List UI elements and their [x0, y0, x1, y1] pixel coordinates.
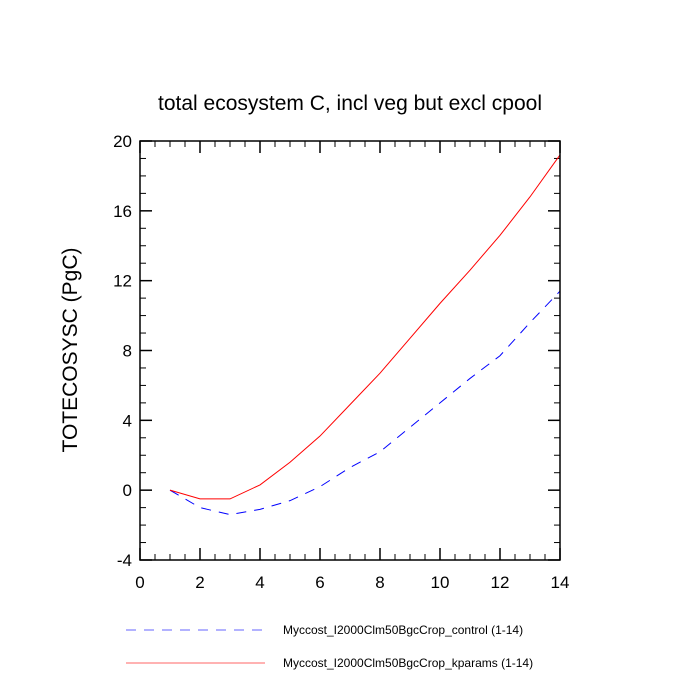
x-tick-label: 8	[375, 573, 384, 592]
series-line-kparams	[169, 154, 561, 500]
chart-title: total ecosystem C, incl veg but excl cpo…	[158, 92, 542, 115]
y-axis-label: TOTECOSYSC (PgC)	[59, 248, 82, 453]
legend-label: Myccost_I2000Clm50BgcCrop_control (1-14)	[283, 623, 523, 637]
x-tick-label: 12	[491, 573, 510, 592]
y-tick-label: -4	[117, 551, 132, 570]
x-tick-label: 2	[195, 573, 204, 592]
x-tick-label: 0	[135, 573, 144, 592]
x-tick-label: 14	[551, 573, 570, 592]
x-tick-label: 4	[255, 573, 264, 592]
x-tick-label: 10	[431, 573, 450, 592]
y-tick-label: 16	[113, 202, 132, 221]
y-tick-label: 12	[113, 272, 132, 291]
y-tick-label: 8	[123, 342, 132, 361]
series-line-control	[169, 290, 561, 516]
y-tick-label: 0	[123, 481, 132, 500]
y-tick-label: 20	[113, 132, 132, 151]
plot-frame	[139, 140, 561, 561]
y-tick-label: 4	[123, 411, 132, 430]
legend-label: Myccost_I2000Clm50BgcCrop_kparams (1-14)	[283, 656, 533, 670]
x-tick-label: 6	[315, 573, 324, 592]
